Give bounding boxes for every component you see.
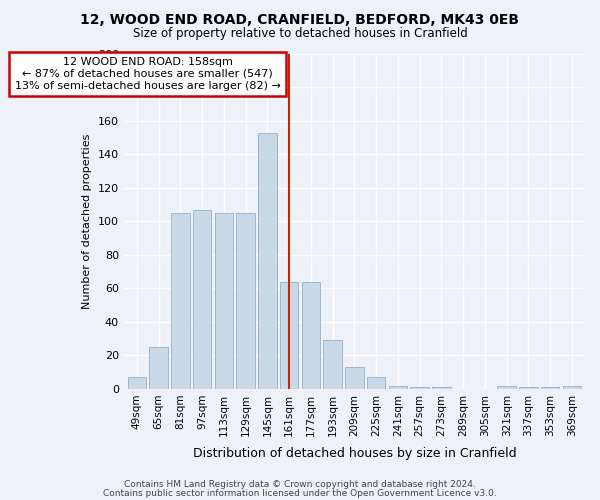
Text: 12, WOOD END ROAD, CRANFIELD, BEDFORD, MK43 0EB: 12, WOOD END ROAD, CRANFIELD, BEDFORD, M… — [80, 12, 520, 26]
Text: Contains HM Land Registry data © Crown copyright and database right 2024.: Contains HM Land Registry data © Crown c… — [124, 480, 476, 489]
Bar — [410, 387, 429, 389]
Bar — [258, 132, 277, 389]
Bar — [193, 210, 211, 389]
Bar — [323, 340, 342, 389]
Bar — [236, 213, 255, 389]
X-axis label: Distribution of detached houses by size in Cranfield: Distribution of detached houses by size … — [193, 447, 516, 460]
Bar — [171, 213, 190, 389]
Text: 12 WOOD END ROAD: 158sqm
← 87% of detached houses are smaller (547)
13% of semi-: 12 WOOD END ROAD: 158sqm ← 87% of detach… — [15, 58, 281, 90]
Text: Size of property relative to detached houses in Cranfield: Size of property relative to detached ho… — [133, 28, 467, 40]
Bar — [519, 387, 538, 389]
Text: Contains public sector information licensed under the Open Government Licence v3: Contains public sector information licen… — [103, 488, 497, 498]
Bar — [497, 386, 516, 389]
Bar — [345, 367, 364, 389]
Bar — [563, 386, 581, 389]
Bar — [280, 282, 298, 389]
Bar — [149, 347, 168, 389]
Bar — [367, 377, 385, 389]
Bar — [541, 387, 559, 389]
Y-axis label: Number of detached properties: Number of detached properties — [82, 134, 92, 309]
Bar — [389, 386, 407, 389]
Bar — [215, 213, 233, 389]
Bar — [432, 387, 451, 389]
Bar — [128, 377, 146, 389]
Bar — [302, 282, 320, 389]
